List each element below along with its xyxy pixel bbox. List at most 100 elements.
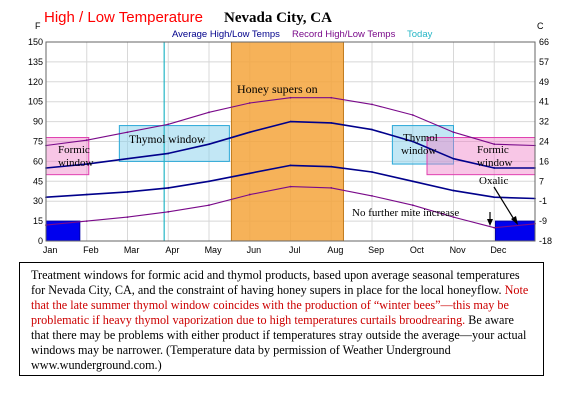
point-record-high-4: [208, 111, 210, 114]
point-record-low-6: [289, 185, 292, 188]
right-tick-label: -18: [539, 236, 552, 246]
left-tick-label: 0: [38, 236, 43, 246]
month-label-apr: Apr: [165, 245, 179, 255]
point-average-high-9: [411, 140, 414, 143]
left-tick-label: 90: [33, 117, 43, 127]
honey-window-2: [230, 41, 344, 242]
point-average-low-3: [167, 187, 170, 189]
caption-part3: Be aware that there may be problems with…: [31, 313, 527, 372]
left-tick-label: 45: [33, 176, 43, 186]
formic-left-word1: Formic: [58, 144, 90, 156]
point-record-high-1: [85, 139, 88, 142]
month-label-dec: Dec: [490, 245, 507, 255]
point-record-low-1: [85, 220, 88, 223]
left-tick-label: 135: [28, 57, 43, 67]
point-average-high-6: [289, 120, 292, 123]
caption-part2: Note that the late summer thymol window …: [31, 283, 529, 327]
point-record-high-5: [248, 102, 251, 104]
left-tick-label: 30: [33, 196, 43, 206]
left-tick-label: 150: [28, 37, 43, 47]
right-tick-label: 16: [539, 156, 549, 166]
month-label-feb: Feb: [83, 245, 99, 255]
point-average-low-1: [85, 193, 88, 196]
legend-average: Average High/Low Temps: [172, 29, 280, 40]
oxalic-arrow: [493, 186, 516, 222]
point-record-high-10: [452, 131, 455, 134]
window-label-honey: Honey supers on: [237, 82, 318, 96]
thymol-window-3: [391, 125, 454, 165]
point-average-high-5: [248, 131, 251, 134]
month-label-aug: Aug: [327, 245, 343, 255]
window-label-formic-left: Formic window: [58, 144, 94, 169]
window-label-formic-right: Formic window: [477, 144, 513, 169]
point-record-low-3: [167, 210, 170, 213]
oxalic-arrowhead: [511, 216, 518, 225]
thymol-right-word2: window: [401, 145, 437, 157]
month-label-nov: Nov: [450, 245, 467, 255]
point-average-high-3: [167, 152, 170, 155]
point-record-low-8: [371, 194, 373, 197]
point-record-low-7: [330, 187, 333, 189]
point-average-high-4: [208, 143, 210, 146]
axis-ticks: 1501351201059075604530150665749413224167…: [28, 37, 552, 255]
month-label-jan: Jan: [43, 245, 58, 255]
right-tick-label: 66: [539, 37, 549, 47]
left-tick-label: 120: [28, 77, 43, 87]
temperature-series: [45, 96, 536, 229]
right-tick-label: 41: [539, 97, 549, 107]
right-tick-label: 24: [539, 137, 549, 147]
chart-title: High / Low Temperature: [44, 9, 203, 26]
formic-right-word2: window: [477, 157, 513, 169]
point-record-low-11: [493, 226, 496, 229]
point-average-high-7: [330, 122, 333, 124]
point-average-low-8: [371, 171, 373, 173]
month-label-jun: Jun: [247, 245, 262, 255]
chart-caption: Treatment windows for formic acid and th…: [19, 262, 544, 376]
left-tick-label: 75: [33, 137, 43, 147]
caption-part1: Treatment windows for formic acid and th…: [31, 268, 520, 297]
legend-record: Record High/Low Temps: [292, 29, 396, 40]
point-record-low-4: [208, 204, 210, 207]
formic-right-word1: Formic: [477, 144, 509, 156]
point-average-low-2: [126, 191, 129, 193]
point-record-high-9: [411, 114, 414, 116]
formic-left-word2: window: [58, 157, 94, 169]
month-label-sep: Sep: [368, 245, 384, 255]
point-average-low-10: [452, 189, 455, 192]
point-average-high-11: [493, 167, 496, 169]
right-unit-label: C: [537, 21, 544, 31]
right-tick-label: 32: [539, 117, 549, 127]
right-tick-label: 57: [539, 57, 549, 67]
point-average-high-1: [85, 163, 88, 165]
point-record-high-3: [167, 123, 170, 126]
right-tick-label: 49: [539, 77, 549, 87]
temperature-chart: High / Low Temperature Nevada City, CA F…: [27, 9, 553, 255]
legend-today: Today: [407, 29, 433, 40]
point-average-high-8: [371, 128, 373, 131]
point-average-high-10: [452, 157, 455, 160]
point-record-high-11: [493, 143, 496, 146]
point-record-low-10: [452, 216, 455, 219]
point-average-high-2: [126, 157, 129, 160]
point-record-high-6: [289, 96, 292, 99]
month-label-oct: Oct: [410, 245, 425, 255]
month-label-mar: Mar: [124, 245, 140, 255]
thymol-right-word1: Thymol: [403, 132, 438, 144]
point-record-low-9: [411, 204, 414, 207]
point-record-high-8: [371, 103, 373, 106]
mite-arrowhead: [487, 219, 493, 226]
left-unit-label: F: [35, 21, 41, 31]
point-average-low-4: [208, 180, 210, 183]
point-record-low-5: [248, 193, 251, 196]
right-tick-label: -1: [539, 196, 547, 206]
window-label-thymol-left: Thymol window: [129, 134, 206, 146]
left-tick-label: 15: [33, 216, 43, 226]
month-label-may: May: [205, 245, 223, 255]
left-tick-label: 105: [28, 97, 43, 107]
point-record-low-2: [126, 216, 129, 219]
right-tick-label: -9: [539, 216, 547, 226]
point-average-low-5: [248, 172, 251, 175]
point-record-high-2: [126, 131, 129, 134]
annotation-oxalic: Oxalic: [479, 175, 508, 187]
plot-frame: [45, 41, 536, 242]
